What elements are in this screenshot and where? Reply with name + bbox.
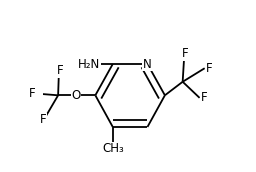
Text: CH₃: CH₃	[102, 142, 124, 155]
Text: F: F	[40, 113, 46, 126]
Text: H₂N: H₂N	[78, 57, 100, 71]
Text: F: F	[29, 87, 35, 100]
Text: N: N	[143, 57, 152, 71]
Text: O: O	[71, 89, 80, 102]
Text: F: F	[182, 47, 188, 60]
Text: F: F	[200, 91, 207, 104]
Text: F: F	[206, 62, 213, 75]
Text: F: F	[57, 64, 63, 77]
